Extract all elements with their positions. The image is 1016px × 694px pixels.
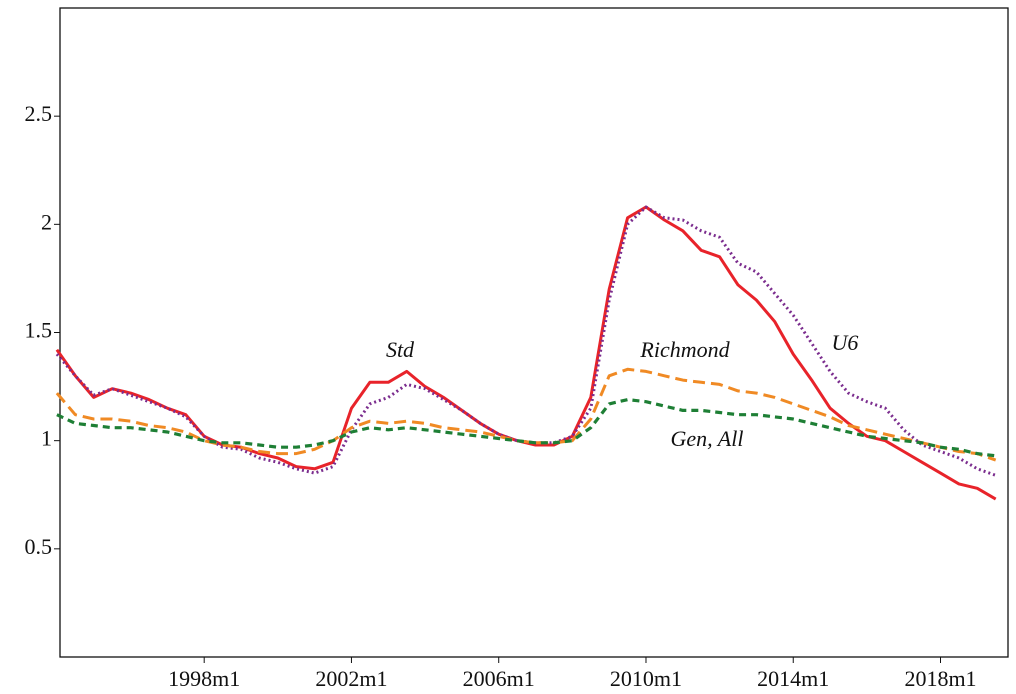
- series-label: U6: [832, 330, 859, 355]
- x-tick-label: 2006m1: [463, 666, 535, 691]
- series-label: Std: [386, 337, 415, 362]
- y-tick-label: 2.5: [25, 101, 53, 126]
- series-label: Gen, All: [671, 426, 744, 451]
- y-tick-label: 2: [41, 209, 52, 234]
- x-tick-label: 1998m1: [168, 666, 240, 691]
- series-line: [55, 367, 997, 462]
- y-tick-label: 1.5: [25, 318, 53, 343]
- x-tick-label: 2002m1: [315, 666, 387, 691]
- plot-frame: [59, 7, 1009, 658]
- series-label: Richmond: [639, 337, 730, 362]
- series-line: [56, 398, 996, 458]
- x-tick-label: 2018m1: [904, 666, 976, 691]
- x-tick-label: 2010m1: [610, 666, 682, 691]
- y-tick-label: 0.5: [25, 534, 53, 559]
- y-tick-label: 1: [41, 426, 52, 451]
- x-tick-label: 2014m1: [757, 666, 829, 691]
